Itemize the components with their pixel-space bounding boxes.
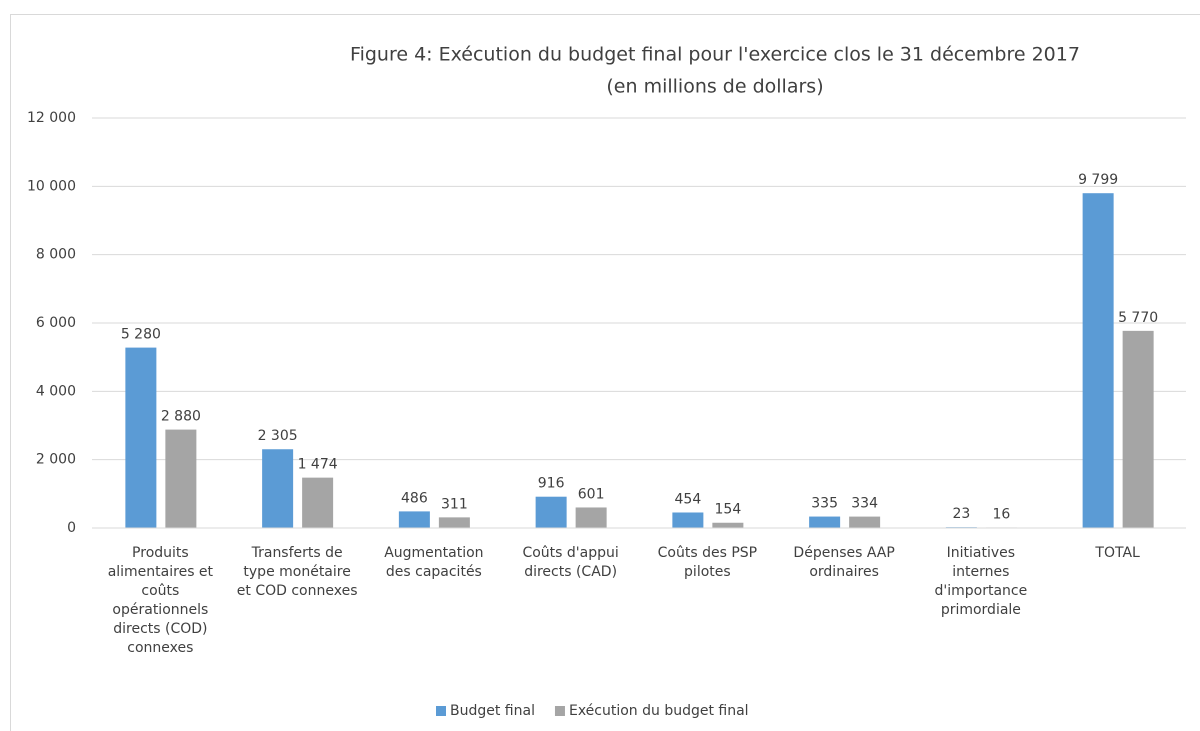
legend-label: Budget final: [450, 703, 535, 719]
x-tick-label: Initiatives internes d'importance primor…: [934, 545, 1028, 618]
data-label: 2 305: [258, 428, 298, 444]
bar: [535, 496, 567, 528]
data-label: 16: [992, 506, 1010, 522]
bar: [849, 516, 881, 528]
bar: [1122, 330, 1154, 528]
bar: [1082, 193, 1114, 528]
data-label: 311: [441, 496, 468, 512]
data-label: 5 280: [121, 327, 161, 343]
data-label: 1 474: [298, 457, 338, 473]
y-tick-label: 6 000: [36, 315, 76, 331]
bar: [262, 449, 294, 528]
legend-swatch: [554, 706, 565, 716]
data-label: 601: [578, 486, 605, 502]
y-tick-label: 4 000: [36, 383, 76, 399]
bar: [575, 507, 607, 528]
data-label: 154: [715, 502, 742, 518]
data-label: 486: [401, 490, 428, 506]
data-label: 23: [952, 506, 970, 522]
data-label: 5 770: [1118, 310, 1158, 326]
legend-swatch: [436, 706, 446, 716]
y-tick-label: 2 000: [36, 452, 76, 468]
data-label: 916: [538, 476, 565, 492]
y-tick-label: 0: [67, 520, 76, 536]
y-tick-label: 10 000: [27, 178, 76, 194]
chart-subtitle: (en millions de dollars): [606, 76, 823, 98]
bar: [672, 512, 704, 528]
chart-title: Figure 4: Exécution du budget final pour…: [350, 44, 1080, 66]
x-tick-label: Coûts d'appui directs (CAD): [522, 545, 619, 580]
data-label: 2 880: [161, 409, 201, 425]
bar: [302, 477, 334, 528]
data-label: 454: [675, 491, 702, 507]
x-tick-label: Transferts de type monétaire et COD conn…: [236, 545, 358, 599]
bar: [712, 522, 744, 528]
chart-border: [10, 14, 1200, 731]
legend-label: Exécution du budget final: [569, 703, 749, 719]
x-tick-label: TOTAL: [1095, 545, 1140, 561]
bar: [125, 347, 157, 528]
x-tick-label: Augmentation des capacités: [384, 545, 484, 580]
data-label: 334: [851, 496, 878, 512]
y-tick-label: 8 000: [36, 247, 76, 263]
bar: [398, 511, 430, 528]
y-tick-label: 12 000: [27, 110, 76, 126]
x-tick-label: Dépenses AAP ordinaires: [793, 545, 895, 580]
bar: [809, 516, 841, 528]
data-label: 335: [811, 496, 838, 512]
bar: [165, 429, 197, 528]
data-label: 9 799: [1078, 172, 1118, 188]
x-tick-label: Produits alimentaires et coûts opération…: [107, 545, 214, 656]
x-tick-label: Coûts des PSP pilotes: [657, 545, 758, 580]
bar: [438, 517, 470, 528]
